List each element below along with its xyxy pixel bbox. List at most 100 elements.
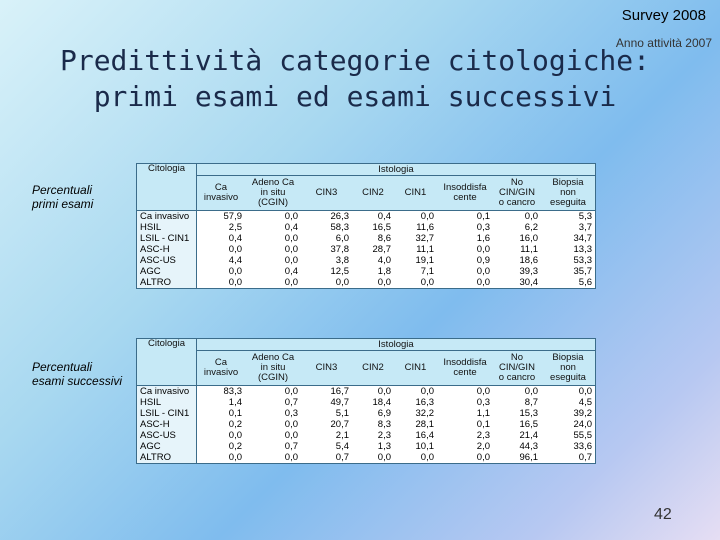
row-label: Ca invasivo bbox=[136, 210, 197, 222]
header-citologia: Citologia bbox=[136, 338, 197, 386]
column-header: Insoddisfa cente bbox=[437, 175, 493, 211]
table-row: AGC 0,2 0,7 5,4 1,3 10,1 2,0 44,3 33,6 bbox=[136, 441, 596, 452]
table-cell: 18,6 bbox=[519, 255, 539, 266]
table-cell: 10,1 bbox=[415, 441, 435, 452]
table-row: ASC-US 0,0 0,0 2,1 2,3 16,4 2,3 21,4 55,5 bbox=[136, 430, 596, 441]
row-label: ASC-H bbox=[136, 419, 197, 430]
table-cell: 44,3 bbox=[519, 441, 539, 452]
table-cell: 0,2 bbox=[228, 441, 242, 452]
table-cell: 0,7 bbox=[578, 452, 592, 463]
table-cell: 16,5 bbox=[372, 222, 392, 233]
table-cell: 32,7 bbox=[415, 233, 435, 244]
table-cell: 58,3 bbox=[330, 222, 350, 233]
anno-label: Anno attività 2007 bbox=[615, 36, 712, 50]
table-cell: 0,0 bbox=[524, 211, 538, 222]
header-citologia: Citologia bbox=[136, 163, 197, 211]
column-header: CIN2 bbox=[352, 350, 394, 386]
table-cell: 0,0 bbox=[476, 452, 490, 463]
table-cell: 0,1 bbox=[476, 419, 490, 430]
table-cell: 4,0 bbox=[377, 255, 391, 266]
table-row: ALTRO 0,0 0,0 0,7 0,0 0,0 0,0 96,1 0,7 bbox=[136, 452, 596, 464]
table-cell: 11,1 bbox=[416, 244, 434, 255]
table-cell: 1,8 bbox=[377, 266, 391, 277]
table-cell: 34,7 bbox=[573, 233, 593, 244]
first-exams-label: Percentuali primi esami bbox=[32, 183, 93, 211]
row-label: ASC-US bbox=[136, 430, 197, 441]
column-header: CIN1 bbox=[394, 175, 437, 211]
table-cell: 0,0 bbox=[228, 244, 242, 255]
table-cell: 49,7 bbox=[330, 397, 350, 408]
table-cell: 6,2 bbox=[524, 222, 538, 233]
table-cell: 0,0 bbox=[228, 266, 242, 277]
first-exams-table: Citologia Istologia Ca invasivo Adeno Ca in… bbox=[136, 163, 596, 289]
table-cell: 0,0 bbox=[476, 266, 490, 277]
header-istologia: Istologia bbox=[196, 163, 596, 176]
column-header: CIN3 bbox=[301, 175, 352, 211]
table-cell: 4,4 bbox=[228, 255, 242, 266]
table-cell: 0,3 bbox=[476, 222, 490, 233]
table-cell: 5,1 bbox=[335, 408, 349, 419]
first-exams-label-line1: Percentuali bbox=[32, 183, 93, 197]
row-label: ASC-US bbox=[136, 255, 197, 266]
table-cell: 0,0 bbox=[284, 452, 298, 463]
table-cell: 0,2 bbox=[228, 419, 242, 430]
column-header: CIN1 bbox=[394, 350, 437, 386]
table-row: ASC-H 0,0 0,0 37,8 28,7 11,1 0,0 11,1 13,3 bbox=[136, 244, 596, 255]
table-cell: 2,3 bbox=[377, 430, 391, 441]
table-cell: 0,1 bbox=[476, 211, 490, 222]
column-header: Biopsia non eseguita bbox=[541, 350, 596, 386]
column-header: Ca invasivo bbox=[196, 175, 245, 211]
table-row: ALTRO 0,0 0,0 0,0 0,0 0,0 0,0 30,4 5,6 bbox=[136, 277, 596, 289]
table-cell: 1,4 bbox=[228, 397, 242, 408]
table-cell: 0,0 bbox=[377, 386, 391, 397]
page-number: 42 bbox=[654, 506, 672, 523]
title-line-1: Predittività categorie citologiche: bbox=[59, 44, 650, 77]
subsequent-exams-label-line1: Percentuali bbox=[32, 360, 93, 374]
table-cell: 0,0 bbox=[228, 452, 242, 463]
header-istologia: Istologia bbox=[196, 338, 596, 351]
table-cell: 3,8 bbox=[335, 255, 349, 266]
table-cell: 11,1 bbox=[520, 244, 538, 255]
table-cell: 0,0 bbox=[284, 255, 298, 266]
table-cell: 0,0 bbox=[284, 244, 298, 255]
table-cell: 83,3 bbox=[223, 386, 243, 397]
table-cell: 28,7 bbox=[372, 244, 392, 255]
column-header: Insoddisfa cente bbox=[437, 350, 493, 386]
table-cell: 2,0 bbox=[476, 441, 490, 452]
table-cell: 55,5 bbox=[573, 430, 593, 441]
first-exams-label-line2: primi esami bbox=[32, 197, 94, 211]
column-header: Ca invasivo bbox=[196, 350, 245, 386]
table-cell: 0,0 bbox=[524, 386, 538, 397]
table-cell: 57,9 bbox=[223, 211, 243, 222]
table-cell: 0,4 bbox=[284, 266, 298, 277]
table-cell: 26,3 bbox=[330, 211, 350, 222]
table-cell: 0,4 bbox=[377, 211, 391, 222]
table-cell: 0,0 bbox=[578, 386, 592, 397]
table-cell: 96,1 bbox=[519, 452, 539, 463]
table-cell: 24,0 bbox=[573, 419, 593, 430]
table-cell: 0,4 bbox=[228, 233, 242, 244]
table-cell: 16,7 bbox=[330, 386, 350, 397]
table-cell: 12,5 bbox=[330, 266, 350, 277]
table-cell: 0,7 bbox=[284, 441, 298, 452]
table-cell: 32,2 bbox=[415, 408, 435, 419]
table-cell: 0,0 bbox=[284, 277, 298, 288]
table-cell: 0,0 bbox=[284, 211, 298, 222]
table-cell: 1,3 bbox=[377, 441, 391, 452]
table-cell: 16,5 bbox=[519, 419, 539, 430]
table-cell: 53,3 bbox=[573, 255, 593, 266]
table-cell: 0,4 bbox=[284, 222, 298, 233]
table-cell: 4,5 bbox=[578, 397, 592, 408]
table-cell: 0,0 bbox=[284, 386, 298, 397]
table-row: HSIL 2,5 0,4 58,3 16,5 11,6 0,3 6,2 3,7 bbox=[136, 222, 596, 233]
column-header: Adeno Ca in situ (CGIN) bbox=[245, 350, 301, 386]
table-cell: 0,9 bbox=[476, 255, 490, 266]
table-cell: 0,7 bbox=[284, 397, 298, 408]
row-label: ASC-H bbox=[136, 244, 197, 255]
table-cell: 3,7 bbox=[578, 222, 592, 233]
table-cell: 33,6 bbox=[573, 441, 593, 452]
table-cell: 0,7 bbox=[335, 452, 349, 463]
table-cell: 0,0 bbox=[476, 244, 490, 255]
table-cell: 8,7 bbox=[524, 397, 538, 408]
row-label: HSIL bbox=[136, 397, 197, 408]
